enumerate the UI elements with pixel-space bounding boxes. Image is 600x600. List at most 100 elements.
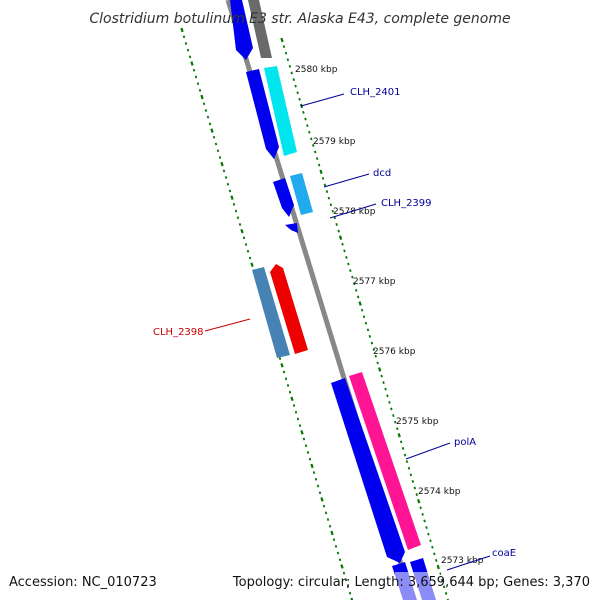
tick-mark	[368, 335, 372, 338]
tick-mark	[429, 539, 432, 543]
gene-label-clh2401[interactable]: CLH_2401	[350, 87, 401, 98]
tick-mark	[310, 463, 314, 469]
tick-mark	[198, 88, 202, 92]
tick-mark	[302, 111, 305, 114]
tick-mark	[325, 190, 329, 193]
gene-label-clh2399[interactable]: CLH_2399	[381, 198, 432, 209]
tick-mark	[194, 75, 198, 79]
tick-mark	[280, 363, 284, 368]
tick-mark	[294, 410, 298, 414]
tick-mark	[180, 27, 184, 33]
tick-mark	[413, 486, 416, 490]
cds-block-dcd-blue[interactable]	[273, 178, 294, 217]
tick-mark	[244, 243, 248, 246]
tick-mark	[382, 381, 385, 384]
tick-mark	[238, 223, 242, 226]
tick-mark	[315, 157, 319, 160]
tick-mark	[184, 42, 188, 45]
cds-block-clh2398-steelblue[interactable]	[252, 267, 290, 358]
tick-mark	[298, 97, 301, 101]
tick-mark	[280, 37, 284, 43]
tick-mark	[350, 597, 354, 600]
tick-mark	[308, 457, 312, 461]
tick-mark	[421, 512, 424, 516]
tick-mark	[318, 491, 322, 495]
leader-dcd	[323, 173, 370, 188]
tick-mark	[314, 150, 317, 154]
gene-label-clh2398[interactable]: CLH_2398	[153, 327, 204, 338]
tick-label-2580: 2580 kbp	[295, 65, 338, 75]
tick-mark	[284, 51, 288, 55]
tick-mark	[384, 387, 387, 391]
cds-block-clh2398-red[interactable]	[270, 264, 308, 354]
tick-mark	[234, 209, 238, 213]
tick-mark	[364, 321, 368, 325]
tick-mark	[230, 195, 234, 200]
tick-mark	[399, 440, 403, 444]
tick-mark	[378, 367, 382, 372]
tick-mark	[204, 109, 208, 112]
tick-label-2576: 2576 kbp	[373, 347, 416, 357]
tick-mark	[317, 163, 321, 167]
gene-label-pola[interactable]: polA	[454, 437, 476, 448]
gray-feature-top[interactable]	[248, 0, 272, 58]
blue-feature-top[interactable]	[230, 0, 253, 60]
tick-mark	[394, 420, 397, 424]
tick-mark	[417, 498, 421, 504]
tick-mark	[348, 591, 352, 595]
tick-mark	[326, 518, 330, 521]
tick-mark	[345, 256, 348, 259]
tick-mark	[306, 124, 309, 128]
tick-mark	[331, 209, 334, 213]
tick-mark	[196, 82, 200, 86]
tick-mark	[353, 282, 356, 286]
tick-mark	[442, 585, 446, 589]
tick-mark	[308, 130, 311, 134]
tick-mark	[433, 552, 436, 556]
tick-mark	[282, 45, 286, 48]
tick-mark	[212, 135, 216, 139]
tick-mark	[435, 559, 438, 562]
tick-label-2573: 2573 kbp	[441, 556, 484, 566]
cds-block-clh2401-blue[interactable]	[246, 69, 279, 159]
tick-mark	[242, 236, 246, 240]
tick-mark	[425, 526, 428, 529]
tick-mark	[362, 315, 366, 319]
cds-block-pola-pink[interactable]	[349, 372, 421, 550]
tick-mark	[240, 228, 244, 234]
cds-block-clh2399-lightblue[interactable]	[290, 173, 313, 215]
tick-mark	[216, 149, 220, 153]
tick-mark	[290, 396, 294, 402]
tick-mark	[200, 94, 204, 100]
tick-mark	[322, 504, 326, 508]
tick-mark	[343, 249, 346, 253]
tick-mark	[208, 122, 212, 126]
tick-mark	[390, 407, 393, 411]
small-blue-arrow[interactable]	[285, 223, 298, 233]
tick-mark	[248, 256, 252, 260]
tick-mark	[296, 417, 300, 421]
tick-mark	[440, 578, 444, 582]
tick-mark	[332, 538, 336, 542]
cds-block-clh2401-cyan[interactable]	[264, 66, 297, 156]
tick-mark	[288, 390, 292, 394]
tick-mark	[370, 341, 374, 345]
gene-label-dcd[interactable]: dcd	[373, 168, 391, 179]
accession-text: Accession: NC_010723	[9, 575, 157, 590]
tick-mark	[298, 424, 302, 428]
tick-mark	[302, 437, 306, 441]
tick-mark	[423, 519, 426, 523]
tick-label-2579: 2579 kbp	[313, 137, 356, 147]
tick-mark	[328, 524, 332, 528]
tick-mark	[286, 384, 290, 387]
tick-mark	[296, 91, 299, 95]
cds-block-pola-blue[interactable]	[331, 378, 405, 563]
tick-mark	[226, 182, 230, 186]
tick-mark	[222, 169, 226, 173]
scale-labels: 2580 kbp 2579 kbp 2578 kbp 2577 kbp 2576…	[295, 65, 484, 566]
tick-mark	[228, 189, 232, 193]
gene-label-coae[interactable]: coaE	[492, 548, 516, 559]
tick-mark	[192, 68, 196, 72]
tick-mark	[310, 137, 313, 141]
